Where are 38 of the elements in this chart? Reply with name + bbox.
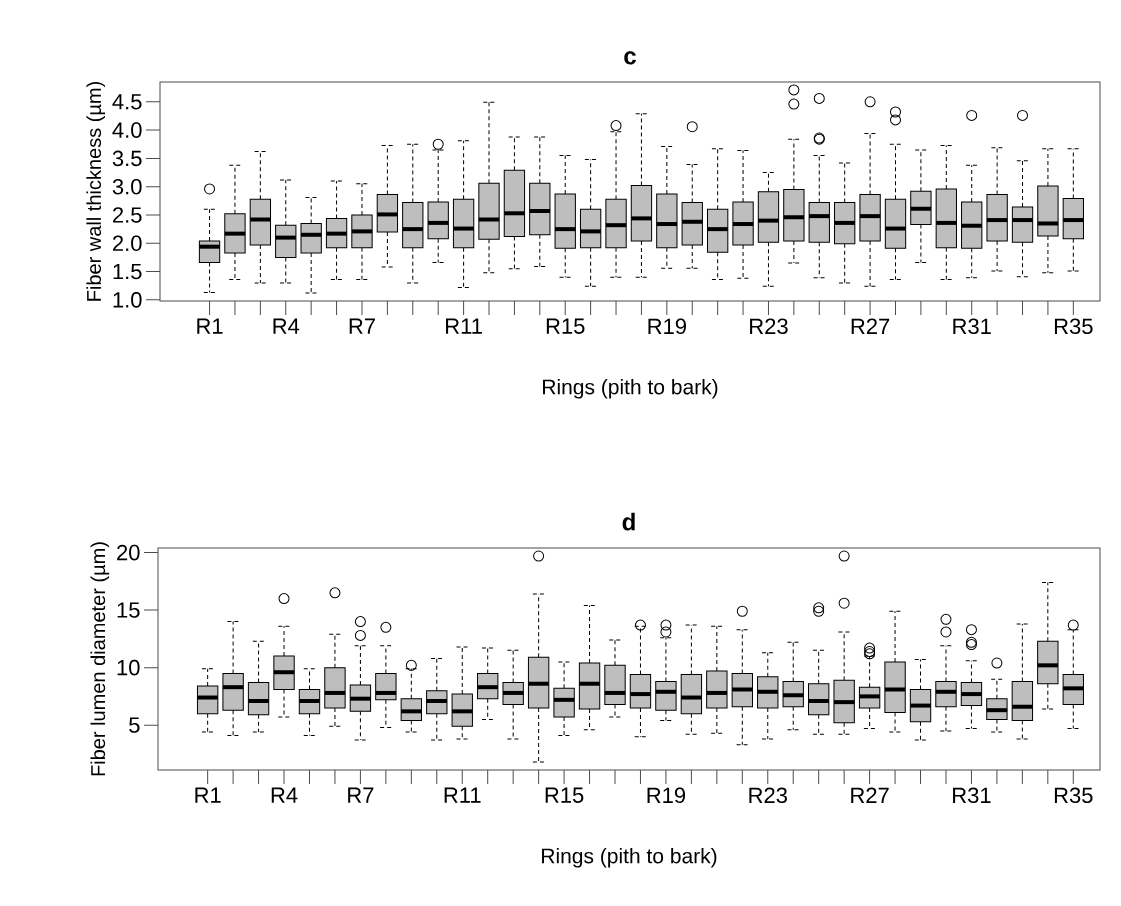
x-tick-label: R7 <box>349 318 375 334</box>
x-tick-label: R35 <box>1054 787 1093 804</box>
y-axis-title: Fiber lumen diameter (µm) <box>90 542 110 776</box>
x-tick-label: R15 <box>546 318 585 334</box>
x-tick-label: R4 <box>271 787 298 803</box>
x-tick-label: R31 <box>953 318 991 335</box>
x-tick-label: R7 <box>348 787 374 803</box>
chart-title: d <box>622 512 635 531</box>
y-tick-label: 4.5 <box>112 94 142 110</box>
x-tick-label: R23 <box>749 787 787 804</box>
x-tick-label: R23 <box>750 318 788 335</box>
x-axis-title: Rings (pith to bark) <box>542 847 717 868</box>
x-tick-label: R27 <box>851 787 889 803</box>
x-tick-label: R19 <box>647 787 686 804</box>
y-tick-label: 3.5 <box>112 150 142 167</box>
y-tick-label: 15 <box>117 602 140 618</box>
y-tick-label: 1.5 <box>113 263 142 280</box>
y-tick-label: 3.0 <box>112 178 142 195</box>
x-tick-label: R11 <box>444 787 481 803</box>
x-tick-label: R27 <box>851 318 890 334</box>
x-tick-label: R15 <box>545 787 584 803</box>
y-tick-label: 4.0 <box>112 122 142 138</box>
y-tick-label: 5 <box>129 717 140 733</box>
y-tick-label: 2.5 <box>113 207 142 223</box>
x-tick-label: R11 <box>446 318 482 334</box>
x-tick-label: R19 <box>648 318 686 335</box>
y-tick-label: 1.0 <box>113 292 142 308</box>
x-tick-label: R4 <box>273 318 300 334</box>
y-axis-title: Fiber wall thickness (µm) <box>86 81 106 301</box>
x-tick-label: R1 <box>195 787 221 803</box>
chart-title: c <box>624 51 636 65</box>
x-tick-label: R31 <box>953 787 991 804</box>
x-tick-label: R1 <box>197 318 223 334</box>
x-tick-label: R35 <box>1054 318 1093 335</box>
y-tick-label: 10 <box>117 659 140 676</box>
y-tick-label: 2.0 <box>113 235 142 252</box>
y-tick-label: 20 <box>117 544 140 561</box>
x-axis-title: Rings (pith to bark) <box>543 378 718 399</box>
